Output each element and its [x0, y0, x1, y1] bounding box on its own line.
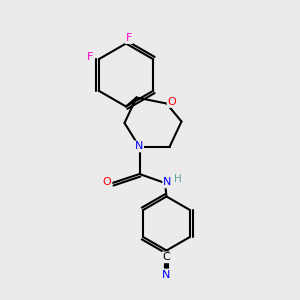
Text: N: N	[162, 269, 171, 280]
Text: F: F	[87, 52, 94, 62]
Text: N: N	[163, 177, 172, 188]
Text: F: F	[126, 33, 132, 43]
Text: O: O	[103, 177, 112, 188]
Text: H: H	[174, 174, 182, 184]
Text: C: C	[163, 252, 170, 262]
Text: N: N	[135, 141, 143, 152]
Text: O: O	[167, 97, 176, 107]
